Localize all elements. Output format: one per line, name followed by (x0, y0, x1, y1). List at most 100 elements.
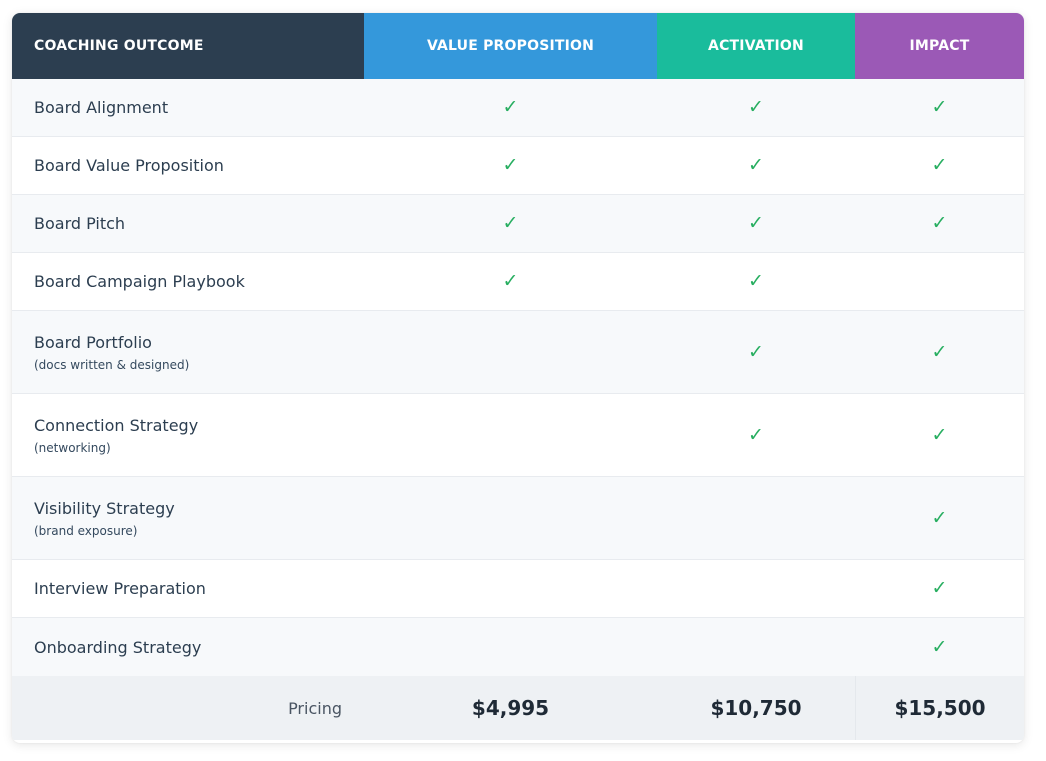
check-icon: ✓ (748, 96, 764, 118)
check-icon: ✓ (502, 270, 519, 292)
tier-cell-activation (657, 618, 855, 676)
tier-cell-value-proposition: ✓ (364, 137, 657, 194)
feature-name: Board Pitch (34, 214, 126, 233)
price-value-proposition-cell: $4,995 (364, 676, 657, 740)
tier-cell-value-proposition (364, 560, 657, 617)
feature-cell: Board Campaign Playbook (12, 253, 364, 310)
table-row: Visibility Strategy (brand exposure) ✓ (12, 477, 1024, 560)
tier-cell-value-proposition: ✓ (364, 253, 657, 310)
feature-label-group: Board Pitch (34, 214, 125, 233)
check-icon: ✓ (748, 340, 764, 363)
check-icon: ✓ (502, 212, 519, 234)
feature-name: Board Campaign Playbook (34, 272, 245, 291)
table-row: Onboarding Strategy ✓ (12, 618, 1024, 676)
header-activation: ACTIVATION (657, 13, 855, 79)
tier-cell-activation: ✓ (657, 137, 855, 194)
price-activation-cell: $10,750 (657, 676, 855, 740)
header-value-proposition: VALUE PROPOSITION (364, 13, 657, 79)
tier-cell-activation: ✓ (657, 195, 855, 252)
check-icon: ✓ (931, 340, 948, 363)
tier-cell-value-proposition: ✓ (364, 79, 657, 136)
table-row: Board Alignment ✓ ✓ ✓ (12, 79, 1024, 137)
feature-note: (brand exposure) (34, 523, 138, 538)
tier-cell-impact: ✓ (855, 311, 1024, 393)
feature-label-group: Connection Strategy (networking) (34, 416, 198, 455)
tier-cell-activation (657, 477, 855, 559)
feature-cell: Connection Strategy (networking) (12, 394, 364, 476)
tier-cell-activation (657, 560, 855, 617)
feature-name: Board Value Proposition (34, 156, 224, 175)
tier-cell-value-proposition (364, 477, 657, 559)
price-value-proposition: $4,995 (471, 696, 550, 720)
feature-note: (docs written & designed) (34, 357, 190, 372)
feature-label-group: Onboarding Strategy (34, 638, 201, 657)
feature-name: Board Alignment (34, 98, 169, 117)
tier-cell-impact: ✓ (855, 618, 1024, 676)
feature-label-group: Board Alignment (34, 98, 168, 117)
feature-note: (networking) (34, 440, 111, 455)
feature-name: Connection Strategy (34, 415, 199, 435)
check-icon: ✓ (748, 154, 764, 176)
feature-label-group: Visibility Strategy (brand exposure) (34, 499, 175, 538)
table-row: Board Portfolio (docs written & designed)… (12, 311, 1024, 394)
feature-name: Board Portfolio (34, 332, 152, 352)
feature-cell: Board Pitch (12, 195, 364, 252)
check-icon: ✓ (931, 96, 948, 118)
tier-cell-value-proposition (364, 618, 657, 676)
tier-cell-impact: ✓ (855, 195, 1024, 252)
tier-cell-value-proposition: ✓ (364, 195, 657, 252)
feature-label-group: Board Value Proposition (34, 156, 224, 175)
check-icon: ✓ (931, 635, 948, 658)
table-row: Board Pitch ✓ ✓ ✓ (12, 195, 1024, 253)
header-impact: IMPACT (855, 13, 1024, 79)
table-row: Interview Preparation ✓ (12, 560, 1024, 618)
pricing-label: Pricing (288, 698, 342, 718)
feature-label-group: Interview Preparation (34, 579, 206, 598)
table-row: Board Campaign Playbook ✓ ✓ (12, 253, 1024, 311)
feature-cell: Board Portfolio (docs written & designed) (12, 311, 364, 393)
feature-name: Onboarding Strategy (34, 637, 202, 657)
pricing-row: Pricing $4,995 $10,750 $15,500 (12, 676, 1024, 740)
tier-cell-activation: ✓ (657, 394, 855, 476)
feature-cell: Board Value Proposition (12, 137, 364, 194)
feature-cell: Board Alignment (12, 79, 364, 136)
price-activation: $10,750 (710, 696, 802, 720)
feature-cell: Visibility Strategy (brand exposure) (12, 477, 364, 559)
feature-name: Visibility Strategy (34, 498, 175, 518)
price-impact-cell: $15,500 (855, 676, 1024, 740)
check-icon: ✓ (748, 212, 764, 234)
table-row: Board Value Proposition ✓ ✓ ✓ (12, 137, 1024, 195)
check-icon: ✓ (931, 577, 948, 599)
header-coaching-outcome: COACHING OUTCOME (12, 13, 364, 79)
tier-cell-impact: ✓ (855, 394, 1024, 476)
feature-label-group: Board Campaign Playbook (34, 272, 245, 291)
check-icon: ✓ (931, 154, 948, 176)
pricing-label-cell: Pricing (12, 676, 364, 740)
check-icon: ✓ (748, 423, 764, 446)
tier-cell-impact: ✓ (855, 560, 1024, 617)
table-header: COACHING OUTCOME VALUE PROPOSITION ACTIV… (12, 13, 1024, 79)
tier-cell-value-proposition (364, 311, 657, 393)
tier-cell-activation: ✓ (657, 79, 855, 136)
tier-cell-activation: ✓ (657, 311, 855, 393)
check-icon: ✓ (502, 154, 519, 176)
tier-cell-impact: ✓ (855, 137, 1024, 194)
feature-name: Interview Preparation (34, 579, 206, 598)
check-icon: ✓ (748, 270, 764, 292)
pricing-comparison-table: COACHING OUTCOME VALUE PROPOSITION ACTIV… (12, 13, 1024, 743)
feature-label-group: Board Portfolio (docs written & designed) (34, 333, 189, 372)
check-icon: ✓ (931, 212, 948, 234)
tier-cell-value-proposition (364, 394, 657, 476)
table-row: Connection Strategy (networking) ✓ ✓ (12, 394, 1024, 477)
tier-cell-impact (855, 253, 1024, 310)
tier-cell-impact: ✓ (855, 477, 1024, 559)
feature-rows: Board Alignment ✓ ✓ ✓ Board Value Propositio… (12, 79, 1024, 676)
check-icon: ✓ (931, 506, 948, 529)
tier-cell-activation: ✓ (657, 253, 855, 310)
feature-cell: Interview Preparation (12, 560, 364, 617)
check-icon: ✓ (502, 96, 519, 118)
price-impact: $15,500 (894, 696, 986, 720)
feature-cell: Onboarding Strategy (12, 618, 364, 676)
tier-cell-impact: ✓ (855, 79, 1024, 136)
check-icon: ✓ (931, 423, 948, 446)
